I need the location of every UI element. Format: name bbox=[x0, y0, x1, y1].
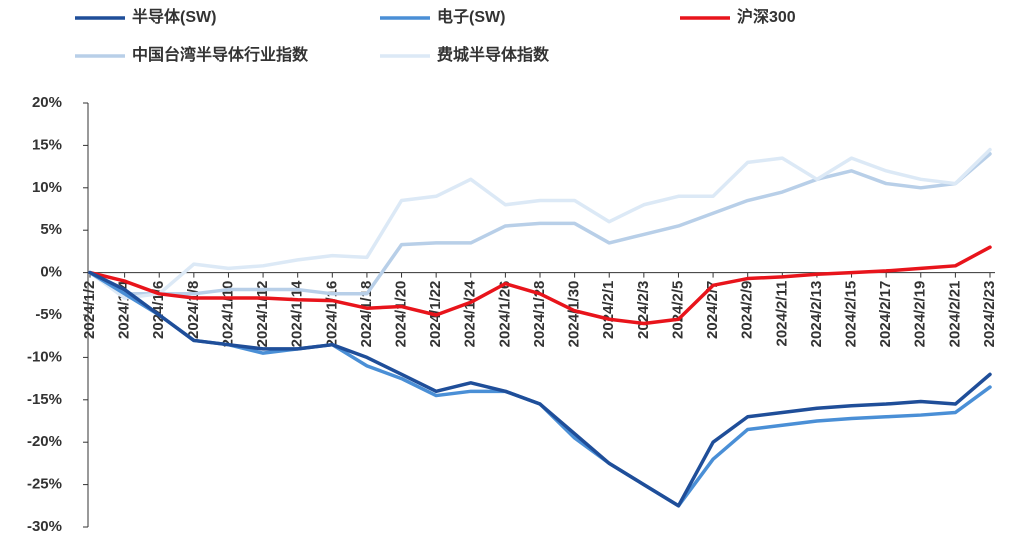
x-tick-label: 2024/1/14 bbox=[289, 280, 306, 347]
x-tick-label: 2024/2/17 bbox=[877, 281, 894, 348]
x-tick-label: 2024/2/15 bbox=[843, 281, 860, 348]
line-series bbox=[88, 270, 992, 508]
line-series bbox=[88, 245, 992, 326]
y-tick-label: 15% bbox=[32, 136, 62, 153]
y-tick-label: -30% bbox=[27, 518, 62, 535]
x-tick-label: 2024/2/9 bbox=[739, 281, 756, 339]
x-tick-label: 2024/1/18 bbox=[358, 281, 375, 348]
x-tick-label: 2024/2/3 bbox=[635, 281, 652, 339]
y-tick-label: -15% bbox=[27, 391, 62, 408]
y-tick-label: 20% bbox=[32, 94, 62, 111]
y-tick-label: -25% bbox=[27, 476, 62, 493]
y-tick-label: 10% bbox=[32, 179, 62, 196]
x-tick-label: 2024/1/2 bbox=[81, 281, 98, 339]
x-tick-label: 2024/2/5 bbox=[669, 281, 686, 339]
x-tick-label: 2024/2/7 bbox=[704, 281, 721, 339]
x-tick-label: 2024/2/21 bbox=[946, 281, 963, 348]
x-tick-label: 2024/1/20 bbox=[393, 281, 410, 348]
legend-label: 沪深300 bbox=[737, 7, 796, 26]
y-tick-label: -10% bbox=[27, 348, 62, 365]
legend: 半导体(SW) 电子(SW) 沪深300 中国台湾半导体行业指数 费城半导体指数 bbox=[75, 7, 796, 64]
x-tick-label: 2024/1/8 bbox=[185, 281, 202, 339]
x-tick-label: 2024/1/30 bbox=[566, 281, 583, 348]
y-tick-label: 0% bbox=[40, 264, 62, 281]
y-tick-label: 5% bbox=[40, 221, 62, 238]
x-tick-label: 2024/1/16 bbox=[323, 281, 340, 348]
x-tick-label: 2024/2/11 bbox=[773, 281, 790, 347]
legend-label: 中国台湾半导体行业指数 bbox=[132, 45, 309, 64]
x-tick-label: 2024/2/23 bbox=[981, 281, 998, 348]
legend-label: 电子(SW) bbox=[437, 7, 505, 26]
legend-label: 半导体(SW) bbox=[132, 7, 216, 26]
y-tick-label: -20% bbox=[27, 433, 62, 450]
line-series bbox=[88, 147, 992, 300]
y-tick-label: -5% bbox=[35, 306, 62, 323]
legend-label: 费城半导体指数 bbox=[437, 45, 550, 64]
x-tick-label: 2024/2/1 bbox=[600, 281, 617, 339]
x-tick-label: 2024/2/13 bbox=[808, 281, 825, 348]
x-tick-label: 2024/2/19 bbox=[912, 281, 929, 348]
line-series bbox=[88, 152, 992, 296]
x-tick-label: 2024/1/24 bbox=[462, 280, 479, 347]
x-tick-label: 2024/1/26 bbox=[496, 281, 513, 348]
